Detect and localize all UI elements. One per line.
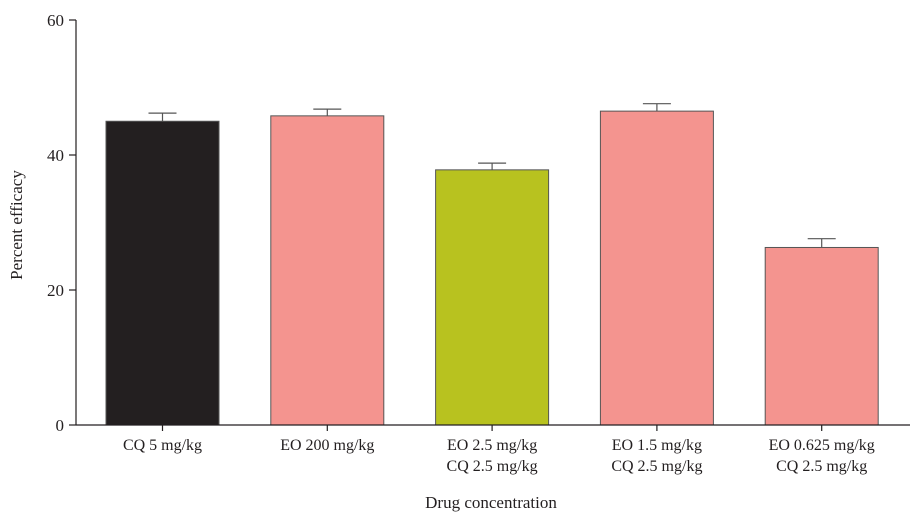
bar bbox=[105, 120, 220, 426]
x-axis-category-labels: CQ 5 mg/kg EO 200 mg/kg EO 2.5 mg/kg CQ 2.5… bbox=[123, 437, 875, 475]
y-tick-label: 0 bbox=[56, 416, 65, 435]
y-tick-label: 40 bbox=[47, 146, 64, 165]
error-bar bbox=[642, 103, 671, 112]
bar bbox=[764, 246, 879, 426]
bars bbox=[105, 110, 879, 426]
y-axis-ticks: 0 20 40 60 bbox=[47, 11, 76, 435]
error-bars bbox=[148, 103, 836, 248]
bar bbox=[270, 115, 385, 426]
x-tick-label: EO 200 mg/kg bbox=[280, 437, 374, 454]
y-tick-label: 60 bbox=[47, 11, 64, 30]
error-bar bbox=[807, 238, 836, 248]
x-tick-label: EO 0.625 mg/kg CQ 2.5 mg/kg bbox=[769, 437, 875, 475]
x-axis-title: Drug concentration bbox=[425, 493, 557, 512]
x-tick-label: CQ 5 mg/kg bbox=[123, 437, 202, 454]
error-bar bbox=[478, 162, 507, 170]
bar bbox=[599, 110, 714, 426]
x-axis-ticks bbox=[161, 425, 823, 431]
error-bar bbox=[148, 112, 177, 122]
bar bbox=[435, 169, 550, 426]
y-axis-title: Percent efficacy bbox=[7, 170, 26, 280]
y-tick-label: 20 bbox=[47, 281, 64, 300]
x-tick-label: EO 2.5 mg/kg CQ 2.5 mg/kg bbox=[447, 437, 538, 475]
error-bar bbox=[313, 108, 342, 116]
x-tick-label: EO 1.5 mg/kg CQ 2.5 mg/kg bbox=[611, 437, 702, 475]
